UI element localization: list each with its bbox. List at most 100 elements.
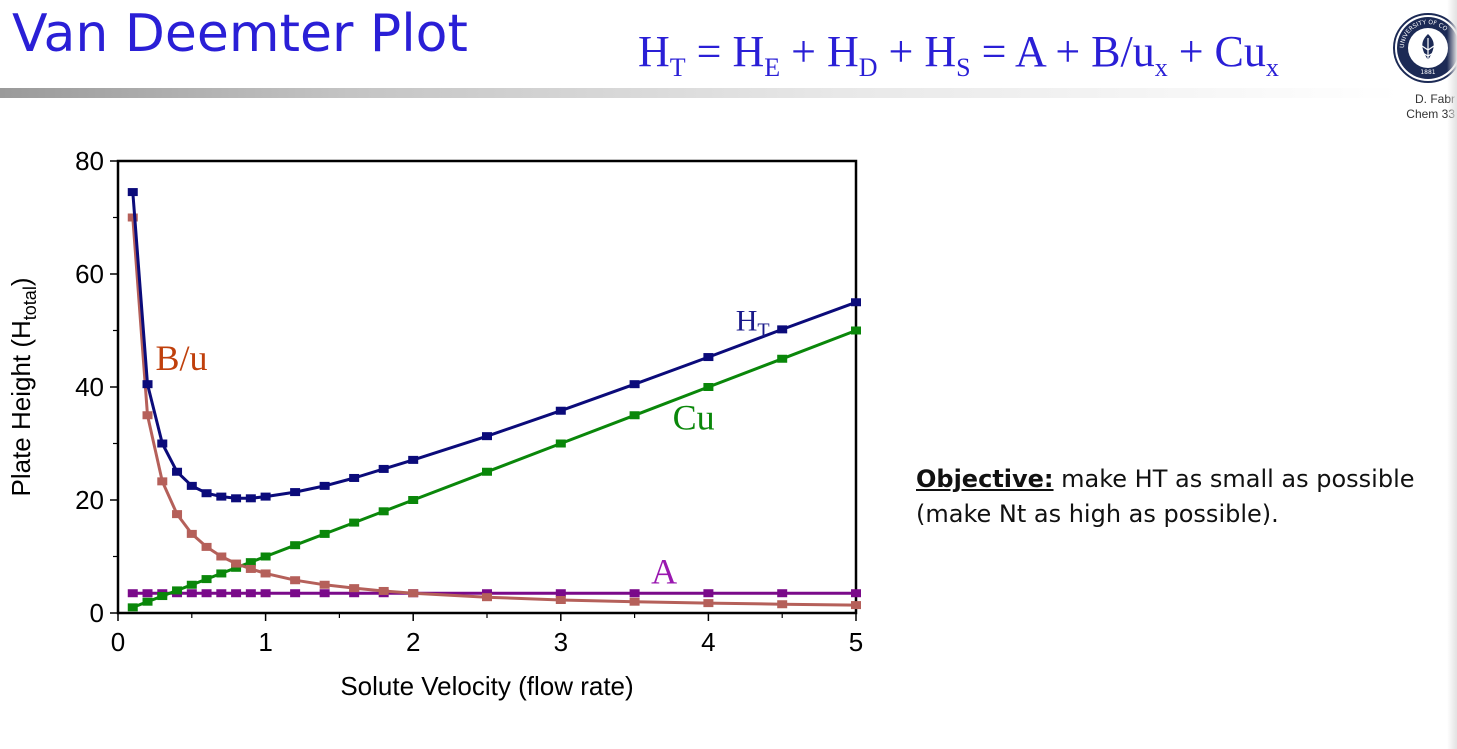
series-label-main: Cu	[673, 397, 715, 437]
data-point	[157, 439, 168, 448]
data-point	[245, 589, 256, 598]
author-credit: D. Fabr Chem 33	[1406, 92, 1455, 122]
data-point	[127, 213, 138, 222]
data-point	[290, 589, 301, 598]
y-tick-label: 40	[75, 372, 104, 402]
data-point	[777, 600, 788, 609]
series-h-t	[127, 188, 861, 503]
data-point	[629, 589, 640, 598]
data-point	[186, 481, 197, 490]
series-label-main: A	[651, 552, 677, 592]
data-point	[157, 592, 168, 601]
data-point	[482, 593, 492, 602]
data-point	[142, 411, 153, 420]
plot-frame	[116, 159, 858, 615]
data-point	[482, 467, 492, 476]
data-point	[172, 467, 183, 476]
equation-subscript: S	[956, 53, 971, 82]
x-tick-label: 2	[406, 627, 420, 657]
data-point	[378, 586, 389, 595]
y-tick-label: 60	[75, 259, 104, 289]
data-point	[201, 589, 212, 598]
data-point	[319, 580, 330, 589]
data-point	[186, 589, 197, 598]
data-point	[290, 576, 301, 585]
equation-term: = A + B/u	[970, 27, 1155, 76]
data-point	[260, 552, 271, 561]
objective-label: Objective:	[916, 465, 1054, 493]
data-point	[777, 589, 788, 598]
van-deemter-equation: HT = HE + HD + HS = A + B/ux + Cux	[638, 30, 1279, 81]
equation-term: = H	[685, 27, 765, 76]
equation-subscript: D	[858, 53, 878, 82]
data-point	[127, 188, 138, 197]
data-point	[216, 569, 227, 578]
data-point	[349, 589, 360, 598]
series-label-sub: T	[757, 320, 769, 342]
series-label: A	[651, 552, 677, 592]
y-tick-label: 80	[75, 146, 104, 176]
equation-subscript: x	[1265, 53, 1279, 82]
equation-subscript: E	[764, 53, 781, 82]
series-label: Cu	[673, 397, 715, 437]
series-label: B/u	[155, 338, 207, 378]
series-label-main: H	[736, 305, 758, 338]
data-point	[245, 558, 256, 567]
data-point	[851, 589, 861, 598]
data-point	[260, 569, 271, 578]
data-point	[231, 559, 242, 568]
data-point	[127, 589, 138, 598]
x-tick-label: 0	[111, 627, 125, 657]
equation-subscript: x	[1154, 53, 1168, 82]
series-line	[131, 217, 857, 607]
data-point	[629, 597, 640, 606]
y-axis-label: Plate Height (Htotal)	[6, 277, 40, 496]
data-point	[201, 542, 212, 551]
data-point	[157, 477, 168, 486]
data-point	[703, 353, 714, 362]
data-point	[408, 455, 419, 464]
seal-year: 1881	[1420, 69, 1435, 76]
y-axis-label-sub: total	[20, 286, 40, 320]
data-point	[851, 298, 861, 307]
equation-term: + H	[780, 27, 859, 76]
data-point	[142, 589, 153, 598]
data-point	[629, 411, 640, 420]
data-point	[349, 584, 360, 593]
data-point	[216, 552, 227, 561]
data-point	[319, 589, 330, 598]
course-number: Chem 33	[1406, 107, 1455, 121]
equation-term: H	[638, 27, 670, 76]
y-axis-label-main: Plate Height (H	[6, 320, 36, 496]
data-point	[201, 489, 212, 498]
data-point	[555, 406, 566, 415]
x-tick-label: 3	[554, 627, 568, 657]
data-point	[216, 589, 227, 598]
data-point	[482, 432, 492, 441]
data-point	[319, 481, 330, 490]
van-deemter-chart: 0 20 40 60 80 0 1 2 3 4 5 Solute Velocity (flow rat…	[6, 146, 863, 701]
data-point	[142, 597, 153, 606]
objective-note: Objective: make HT as small as possible …	[916, 462, 1446, 532]
equation-term: + Cu	[1167, 27, 1266, 76]
data-point	[703, 383, 714, 391]
university-seal-icon: UNIVERSITY OF CO 1881	[1393, 13, 1457, 83]
data-point	[378, 464, 389, 473]
data-point	[172, 586, 183, 595]
data-point	[851, 601, 861, 610]
data-point	[172, 510, 183, 519]
data-point	[555, 439, 566, 448]
data-point	[319, 529, 330, 538]
data-point	[703, 599, 714, 608]
data-point	[231, 563, 242, 572]
data-point	[245, 564, 256, 573]
data-point	[216, 492, 227, 501]
equation-subscript: T	[669, 53, 686, 82]
data-point	[777, 325, 788, 334]
y-tick-label: 20	[75, 485, 104, 515]
x-tick-label: 4	[701, 627, 715, 657]
data-point	[245, 494, 256, 503]
series-b-u	[127, 213, 861, 610]
x-tick-label: 5	[849, 627, 863, 657]
data-point	[555, 589, 566, 598]
